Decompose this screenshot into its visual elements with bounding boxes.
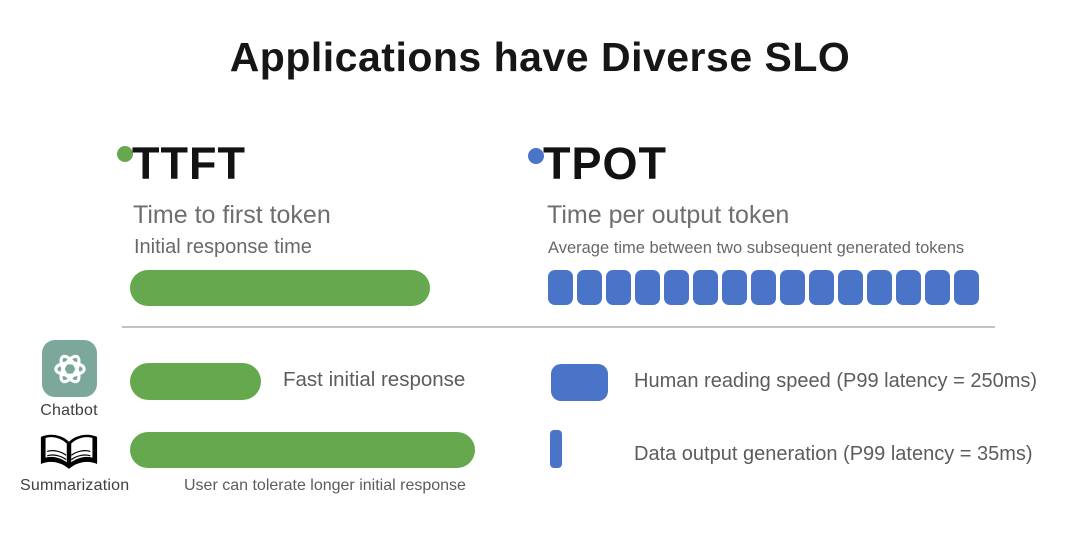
ttft-description: Initial response time bbox=[134, 236, 312, 258]
open-book-glyph bbox=[40, 434, 98, 469]
ttft-subtitle: Time to first token bbox=[133, 201, 331, 229]
tpot-token bbox=[722, 270, 747, 305]
tpot-bullet-dot bbox=[528, 148, 544, 164]
tpot-description: Average time between two subsequent gene… bbox=[548, 239, 965, 257]
tpot-token bbox=[664, 270, 689, 305]
summarization-tpot-bar bbox=[550, 430, 562, 468]
summarization-tpot-note: Data output generation (P99 latency = 35… bbox=[634, 443, 1033, 465]
tpot-token-row bbox=[548, 270, 979, 305]
open-book-icon bbox=[38, 426, 100, 473]
chatbot-tpot-note: Human reading speed (P99 latency = 250ms… bbox=[634, 370, 1038, 392]
chatbot-tpot-bar bbox=[551, 364, 608, 401]
tpot-token bbox=[606, 270, 631, 305]
tpot-token bbox=[635, 270, 660, 305]
tpot-token bbox=[954, 270, 979, 305]
app-label-chatbot: Chatbot bbox=[40, 402, 98, 419]
tpot-subtitle: Time per output token bbox=[547, 201, 790, 229]
ttft-heading: TTFT bbox=[132, 138, 246, 189]
tpot-token bbox=[896, 270, 921, 305]
summarization-ttft-bar bbox=[130, 432, 475, 468]
tpot-token bbox=[809, 270, 834, 305]
slide-title: Applications have Diverse SLO bbox=[229, 34, 851, 80]
tpot-token bbox=[780, 270, 805, 305]
chatgpt-logo-icon bbox=[42, 340, 97, 397]
tpot-token bbox=[693, 270, 718, 305]
section-divider bbox=[122, 326, 995, 328]
tpot-token bbox=[838, 270, 863, 305]
tpot-token bbox=[751, 270, 776, 305]
chatgpt-knot-glyph bbox=[53, 354, 86, 383]
ttft-demo-bar bbox=[130, 270, 430, 306]
app-label-summarization: Summarization bbox=[20, 477, 130, 494]
tpot-token bbox=[925, 270, 950, 305]
tpot-token bbox=[548, 270, 573, 305]
tpot-token bbox=[867, 270, 892, 305]
chatbot-ttft-note: Fast initial response bbox=[283, 368, 466, 391]
summarization-ttft-note: User can tolerate longer initial respons… bbox=[184, 477, 466, 494]
tpot-heading: TPOT bbox=[543, 138, 667, 189]
tpot-token bbox=[577, 270, 602, 305]
chatbot-ttft-bar bbox=[130, 363, 261, 400]
ttft-bullet-dot bbox=[117, 146, 133, 162]
